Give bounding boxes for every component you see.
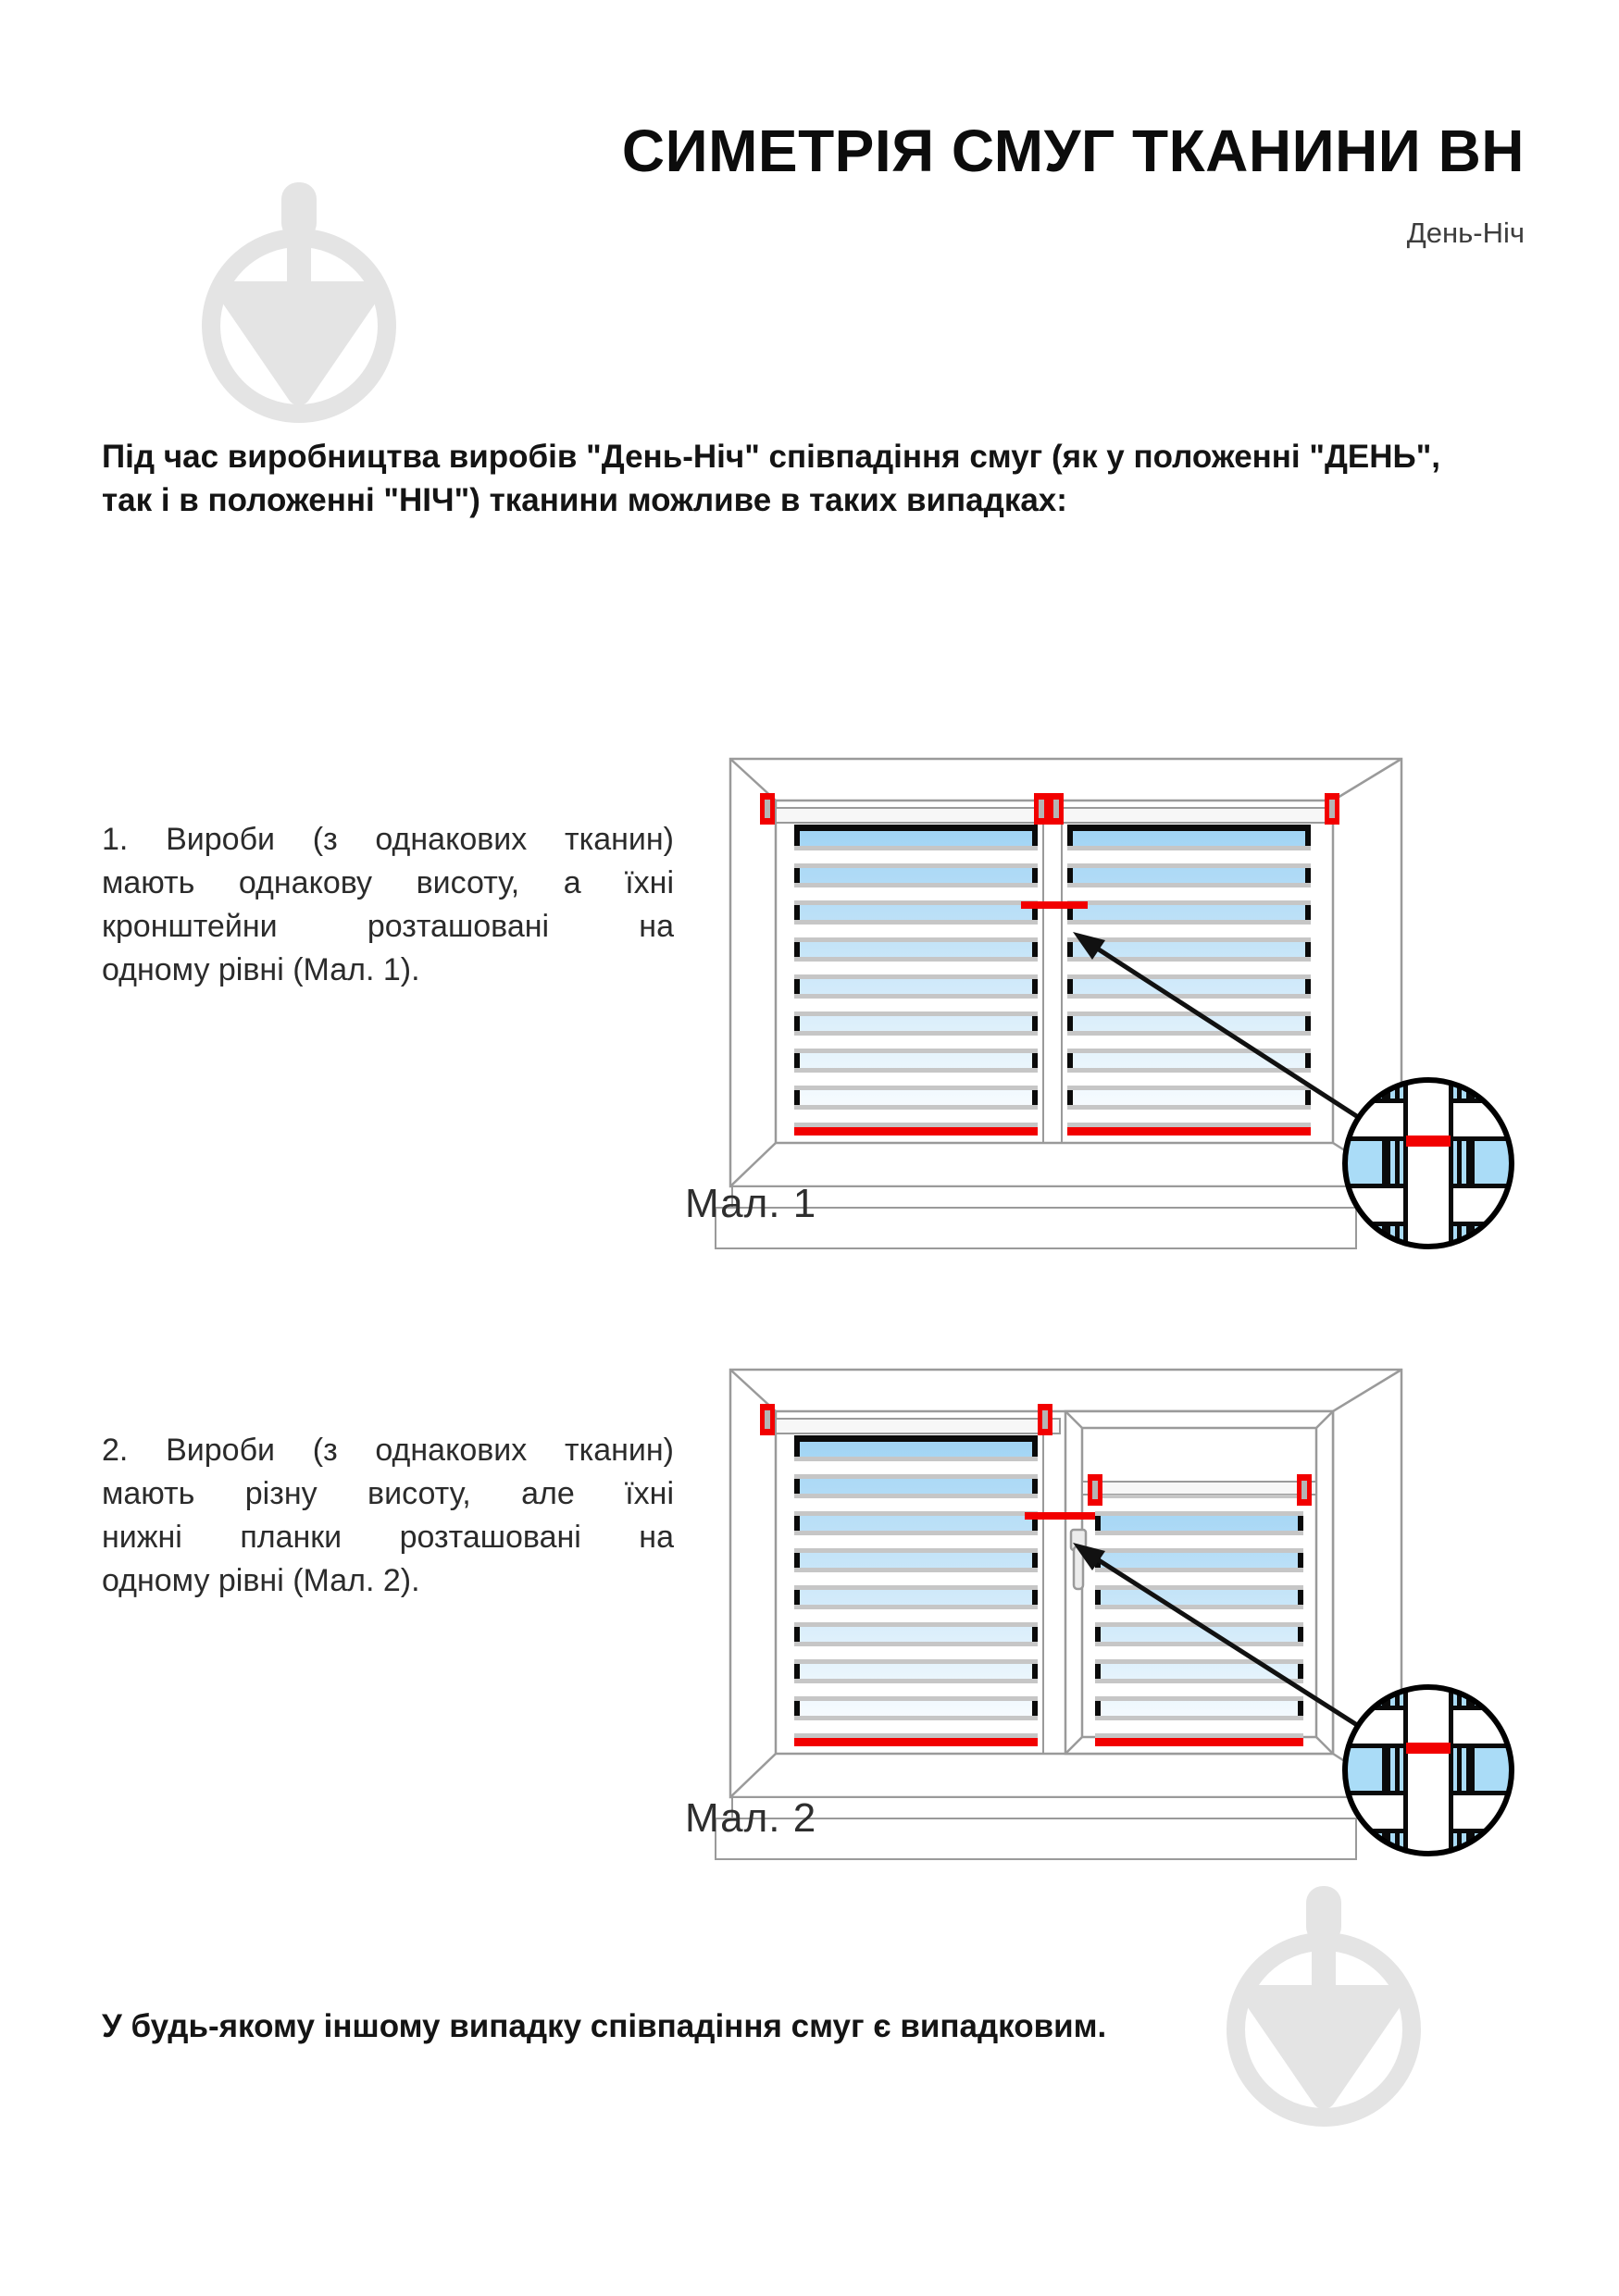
blind-right bbox=[1067, 825, 1311, 1136]
item-2-line: одному рівні (Мал. 2). bbox=[102, 1563, 420, 1598]
figure-1 bbox=[699, 736, 1578, 1309]
item-2-line: мають різну висоту, але їхні bbox=[102, 1476, 674, 1511]
watermark-logo-icon bbox=[190, 182, 408, 428]
intro-line: Під час виробництва виробів "День-Ніч" с… bbox=[102, 439, 1441, 475]
item-2-line: 2. Вироби (з однакових тканин) bbox=[102, 1433, 674, 1468]
blind-bottom-bar bbox=[794, 1127, 1038, 1136]
blind-right bbox=[1095, 1495, 1303, 1746]
item-1-line: мають однакову висоту, а їхні bbox=[102, 865, 674, 900]
blind-top-stripe bbox=[794, 825, 1038, 831]
blind-cassette-right bbox=[1081, 1481, 1317, 1496]
watermark-logo-icon bbox=[1214, 1886, 1433, 2132]
page-title: СИМЕТРІЯ СМУГ ТКАНИНИ ВН bbox=[621, 118, 1525, 184]
item-2-line: нижні планки розташовані на bbox=[102, 1520, 674, 1555]
window-handle-icon bbox=[1069, 1528, 1088, 1591]
blind-left bbox=[794, 825, 1038, 1136]
figure-2-caption: Мал. 2 bbox=[685, 1795, 817, 1841]
item-1-line: одному рівні (Мал. 1). bbox=[102, 952, 420, 987]
blind-top-stripe bbox=[794, 1435, 1038, 1442]
item-2-text: 2. Вироби (з однакових тканин) мають різ… bbox=[102, 1429, 674, 1603]
figure-1-caption: Мал. 1 bbox=[685, 1181, 817, 1226]
page-subtitle: День-Ніч bbox=[1406, 217, 1525, 249]
item-1-line: кронштейни розташовані на bbox=[102, 909, 674, 944]
blind-top-stripe bbox=[1067, 825, 1311, 831]
intro-line: так і в положенні "НІЧ") тканини можливе… bbox=[102, 482, 1067, 518]
red-alignment-mark bbox=[1021, 901, 1088, 909]
blind-bottom-bar bbox=[1067, 1127, 1311, 1136]
item-1-line: 1. Вироби (з однакових тканин) bbox=[102, 822, 674, 857]
blind-cassette bbox=[775, 1418, 1061, 1434]
blind-left bbox=[794, 1435, 1038, 1746]
blind-bottom-bar bbox=[794, 1738, 1038, 1746]
pointer-arrow bbox=[1073, 932, 1360, 1120]
figure-2 bbox=[699, 1347, 1578, 1920]
footer-note: У будь-якому іншому випадку співпадіння … bbox=[102, 2008, 1107, 2044]
pointer-arrow bbox=[1073, 1543, 1359, 1728]
item-1-text: 1. Вироби (з однакових тканин) мають одн… bbox=[102, 818, 674, 992]
window-sill bbox=[715, 1796, 1374, 1860]
red-alignment-mark bbox=[1025, 1512, 1095, 1520]
intro-paragraph: Під час виробництва виробів "День-Ніч" с… bbox=[102, 435, 1440, 522]
blind-bottom-bar bbox=[1095, 1738, 1303, 1746]
window-sill bbox=[715, 1185, 1374, 1249]
